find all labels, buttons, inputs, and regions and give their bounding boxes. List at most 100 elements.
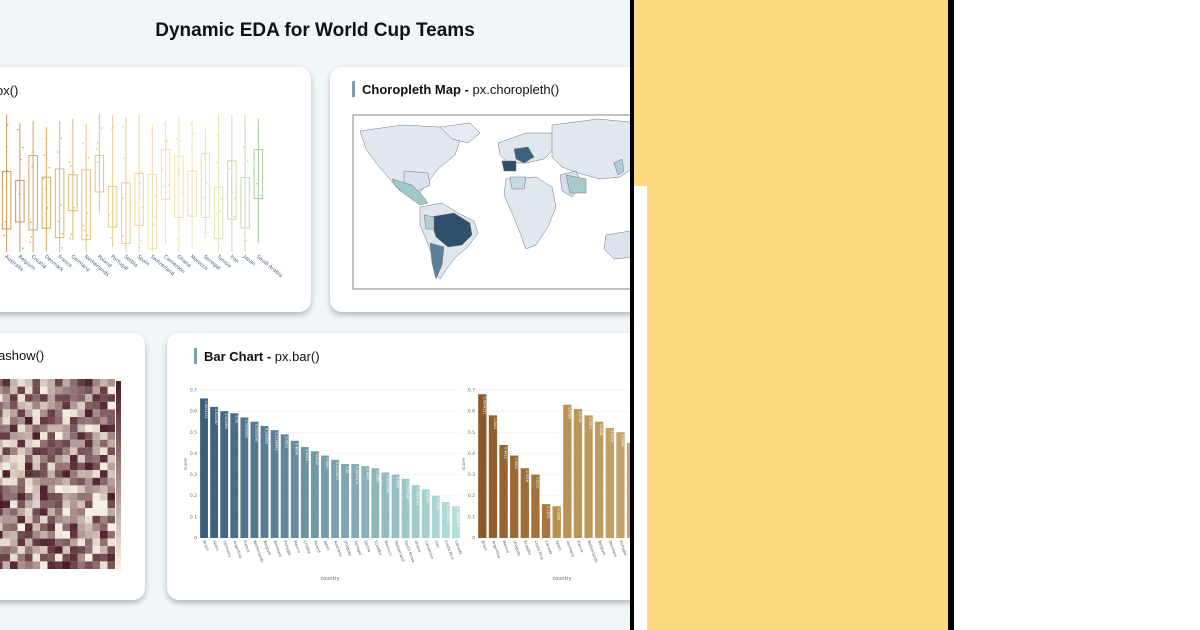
box-point <box>69 237 71 240</box>
box-point <box>167 183 170 186</box>
bar-data-label: 0.2785946 <box>406 481 410 499</box>
heatmap-cell <box>92 462 100 471</box>
bar-data-label: 0.3289 <box>375 470 379 482</box>
heatmap-cell <box>55 546 63 554</box>
box-point <box>121 197 124 199</box>
heatmap-cell <box>55 424 63 433</box>
bar <box>200 398 208 538</box>
bar <box>584 415 593 538</box>
bar-data-label: 0.2996 <box>396 477 400 489</box>
x-tick-label: France <box>242 540 251 554</box>
heatmap-cell <box>62 424 70 433</box>
choropleth-card-title: Choropleth Map - px.choropleth() <box>362 82 559 97</box>
morocco-region <box>509 176 527 190</box>
choropleth-title-code: px.choropleth() <box>468 82 560 97</box>
heatmap-cell <box>70 409 78 417</box>
bar-data-label: 0.3107248 <box>385 474 389 492</box>
heatmap-cell <box>10 508 18 516</box>
heatmap-cell <box>17 561 25 569</box>
box <box>41 176 52 229</box>
heatmap-cell <box>55 500 63 509</box>
x-tick-label: Poland <box>313 540 322 554</box>
bar <box>391 474 400 538</box>
x-tick-label: Argentina <box>491 540 502 559</box>
heatmap-cell <box>70 439 78 448</box>
box-point <box>140 170 143 173</box>
heatmap-cell <box>40 394 48 402</box>
heatmap-cell <box>70 523 78 531</box>
box-x-label: Spain <box>136 254 151 268</box>
bar-data-label: 0.6299 <box>567 407 571 419</box>
x-tick-label: Canada <box>544 540 554 555</box>
heatmap-cell <box>62 439 70 448</box>
x-tick-label: Costa Rica <box>533 540 545 561</box>
bar <box>541 504 551 538</box>
box-point <box>82 142 84 145</box>
heatmap-cell <box>25 531 33 539</box>
box-point <box>31 166 33 168</box>
box-point <box>46 207 49 209</box>
heatmap-cell <box>40 409 48 417</box>
heatmap-cell <box>2 538 10 547</box>
heatmap-cell <box>40 439 48 448</box>
heatmap-cell <box>62 447 70 455</box>
x-tick-label: Ghana <box>414 540 423 553</box>
heatmap-cell <box>17 409 25 417</box>
heatmap-cell <box>107 409 115 417</box>
heatmap-cell <box>92 508 100 516</box>
box-point <box>140 239 142 242</box>
box <box>227 160 237 220</box>
heatmap-cell <box>10 477 18 486</box>
heatmap-cell <box>107 553 115 562</box>
heatmap-cell <box>77 508 85 516</box>
heatmap-cell <box>77 379 85 387</box>
box-plot-chart: AustraliaBelgiumCroatiaDenmarkFranceGerm… <box>1 113 283 279</box>
heatmap-cell <box>85 553 93 562</box>
heatmap-cell <box>100 447 108 455</box>
heatmap-cell <box>32 561 40 569</box>
heatmap-title-code: ashow() <box>0 348 45 363</box>
heatmap-cell <box>25 432 33 440</box>
box-point <box>42 177 45 180</box>
box-point <box>162 185 165 187</box>
bar-data-label: 0.1456466 <box>456 508 460 526</box>
heatmap-cell <box>107 485 115 493</box>
heatmap-cell <box>62 485 70 493</box>
box-point <box>57 220 59 223</box>
heatmap-cell <box>100 477 108 486</box>
heatmap-cell <box>25 493 33 501</box>
heatmap-cell <box>92 379 100 387</box>
box-point <box>61 232 64 235</box>
bar <box>452 506 460 538</box>
heatmap-cell <box>70 546 78 554</box>
heatmap-cell <box>62 546 70 554</box>
heatmap-cell <box>55 515 63 524</box>
heatmap-cell <box>92 455 100 463</box>
heatmap-cell <box>40 553 48 562</box>
heatmap-cell <box>32 485 40 493</box>
heatmap-cell <box>10 394 18 402</box>
box-point <box>163 123 166 125</box>
heatmap-cell <box>92 447 100 455</box>
heatmap-cell <box>40 470 48 478</box>
card-accent-bar <box>352 81 355 97</box>
heatmap-cell <box>25 561 33 569</box>
heatmap-cell <box>55 432 63 440</box>
bar-data-label: 0.5811 <box>589 417 593 429</box>
box-point <box>57 151 59 153</box>
heatmap-cell <box>25 462 33 471</box>
bar <box>520 468 529 538</box>
heatmap-cell <box>32 523 40 531</box>
heatmap-cell <box>10 424 18 433</box>
x-tick-label: Spain <box>555 540 564 552</box>
heatmap-cell <box>92 553 100 562</box>
box-point <box>216 161 218 164</box>
box-x-label: Iran <box>229 254 240 265</box>
heatmap-cell <box>92 432 100 440</box>
box-point <box>111 211 114 214</box>
heatmap-cell <box>62 508 70 516</box>
bar-data-label: 0.533952 <box>265 428 269 444</box>
heatmap-cell <box>25 447 33 455</box>
heatmap-cell <box>70 500 78 509</box>
heatmap-cell <box>47 439 55 448</box>
